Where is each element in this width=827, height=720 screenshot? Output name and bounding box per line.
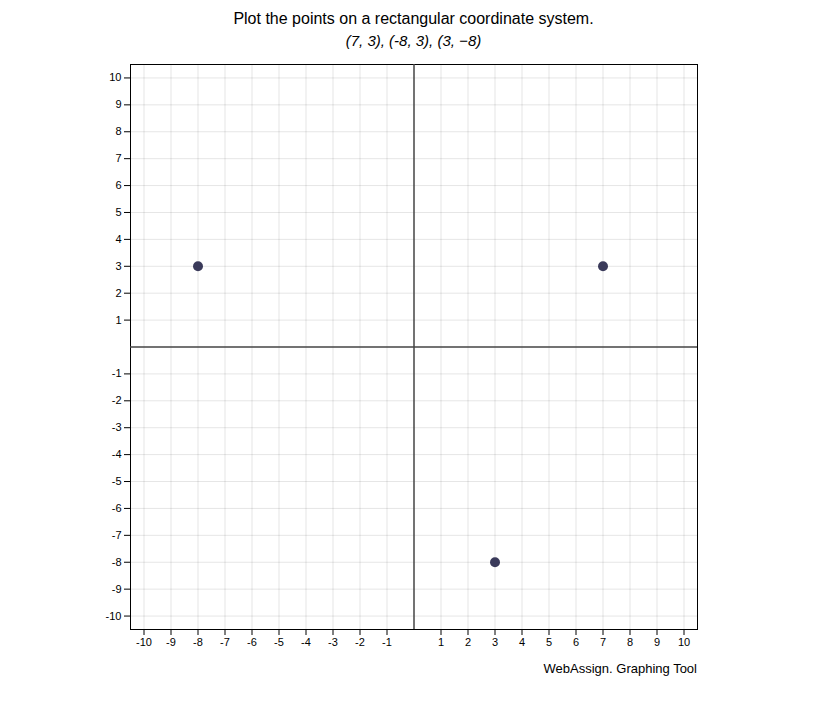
svg-text:6: 6 xyxy=(573,636,579,648)
svg-text:-8: -8 xyxy=(193,636,203,648)
svg-text:10: 10 xyxy=(109,71,121,83)
svg-text:-2: -2 xyxy=(355,636,365,648)
svg-text:-8: -8 xyxy=(112,556,122,568)
html-text:(7, 3), (-8, 3), (3, −8): (7, 3), (-8, 3), (3, −8) xyxy=(345,32,482,49)
svg-text:-1: -1 xyxy=(382,636,392,648)
svg-text:-10: -10 xyxy=(136,636,152,648)
svg-text:5: 5 xyxy=(115,206,121,218)
html-text:WebAssign. Graphing Tool: WebAssign. Graphing Tool xyxy=(543,661,697,676)
svg-text:-3: -3 xyxy=(112,421,122,433)
svg-text:-7: -7 xyxy=(112,529,122,541)
svg-text:-9: -9 xyxy=(112,583,122,595)
svg-text:8: 8 xyxy=(115,125,121,137)
svg-text:10: 10 xyxy=(678,636,690,648)
svg-text:-5: -5 xyxy=(274,636,284,648)
svg-text:1: 1 xyxy=(438,636,444,648)
svg-text:-2: -2 xyxy=(112,394,122,406)
svg-text:2: 2 xyxy=(115,287,121,299)
svg-text:-10: -10 xyxy=(106,610,122,622)
svg-text:3: 3 xyxy=(115,260,121,272)
svg-text:6: 6 xyxy=(115,179,121,191)
svg-text:-3: -3 xyxy=(328,636,338,648)
svg-text:4: 4 xyxy=(115,233,121,245)
svg-text:-4: -4 xyxy=(301,636,311,648)
svg-text:7: 7 xyxy=(600,636,606,648)
svg-text:5: 5 xyxy=(546,636,552,648)
svg-text:9: 9 xyxy=(115,98,121,110)
svg-text:-4: -4 xyxy=(112,448,122,460)
html-text:Plot the points on a rectangul: Plot the points on a rectangular coordin… xyxy=(233,10,594,27)
svg-text:-6: -6 xyxy=(247,636,257,648)
svg-text:7: 7 xyxy=(115,152,121,164)
svg-text:-1: -1 xyxy=(112,367,122,379)
svg-text:2: 2 xyxy=(465,636,471,648)
svg-text:3: 3 xyxy=(492,636,498,648)
svg-text:9: 9 xyxy=(654,636,660,648)
svg-text:-9: -9 xyxy=(166,636,176,648)
svg-text:8: 8 xyxy=(627,636,633,648)
svg-text:-5: -5 xyxy=(112,475,122,487)
svg-text:1: 1 xyxy=(115,314,121,326)
svg-text:4: 4 xyxy=(519,636,525,648)
svg-text:-6: -6 xyxy=(112,502,122,514)
svg-text:-7: -7 xyxy=(220,636,230,648)
